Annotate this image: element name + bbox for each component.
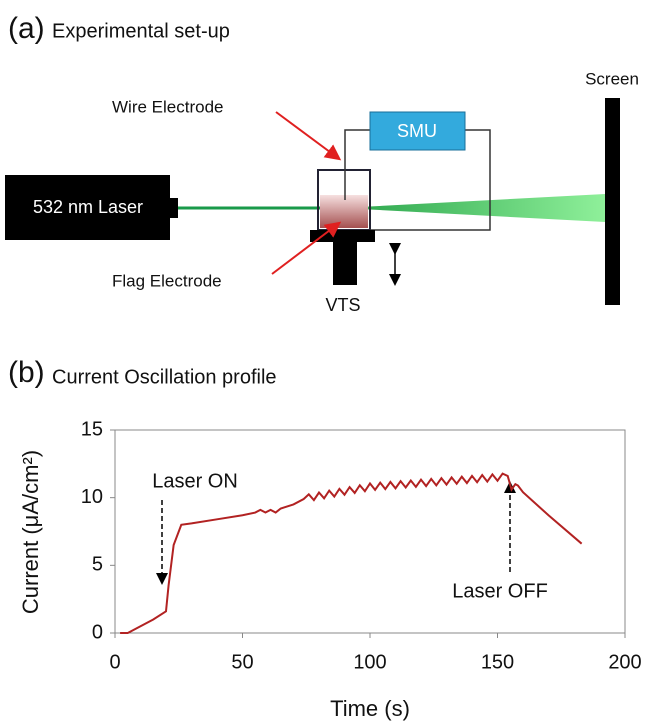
x-tick-label: 100 bbox=[353, 651, 386, 673]
y-axis-label: Current (μA/cm²) bbox=[18, 450, 43, 614]
beam-cone bbox=[360, 194, 605, 222]
smu-box bbox=[369, 111, 466, 151]
x-axis-label: Time (s) bbox=[330, 696, 410, 721]
stage-post bbox=[333, 242, 357, 285]
panel-label: (b) bbox=[8, 356, 45, 389]
annotation: Laser ON bbox=[152, 470, 238, 492]
x-tick-label: 200 bbox=[608, 651, 641, 673]
screen-label: Screen bbox=[585, 69, 639, 88]
laser-label: 532 nm Laser bbox=[33, 197, 143, 217]
x-tick-label: 50 bbox=[231, 651, 253, 673]
y-tick-label: 0 bbox=[92, 621, 103, 643]
laser-box bbox=[5, 175, 170, 240]
y-tick-label: 10 bbox=[81, 486, 103, 508]
stage bbox=[310, 230, 375, 242]
chart-title: Current Oscillation profile bbox=[52, 366, 277, 388]
annotation: Laser OFF bbox=[452, 580, 548, 602]
y-tick-label: 5 bbox=[92, 554, 103, 576]
wire bbox=[344, 129, 370, 200]
x-tick-label: 150 bbox=[481, 651, 514, 673]
laser-nozzle bbox=[168, 198, 178, 218]
vts-label: VTS bbox=[325, 295, 360, 315]
y-tick-label: 15 bbox=[81, 418, 103, 440]
wire bbox=[370, 129, 491, 231]
smu-label: SMU bbox=[397, 121, 437, 141]
data-line bbox=[120, 472, 583, 634]
x-tick-label: 0 bbox=[109, 651, 120, 673]
plot-frame bbox=[114, 429, 626, 634]
panel-label: (a) bbox=[8, 12, 45, 45]
pointer-arrow bbox=[275, 111, 342, 161]
wire-label: Wire Electrode bbox=[112, 97, 223, 116]
screen bbox=[605, 98, 620, 305]
pointer-arrow bbox=[271, 221, 342, 275]
panel-title: Experimental set-up bbox=[52, 20, 230, 42]
flag-label: Flag Electrode bbox=[112, 271, 222, 290]
liquid bbox=[320, 195, 368, 228]
